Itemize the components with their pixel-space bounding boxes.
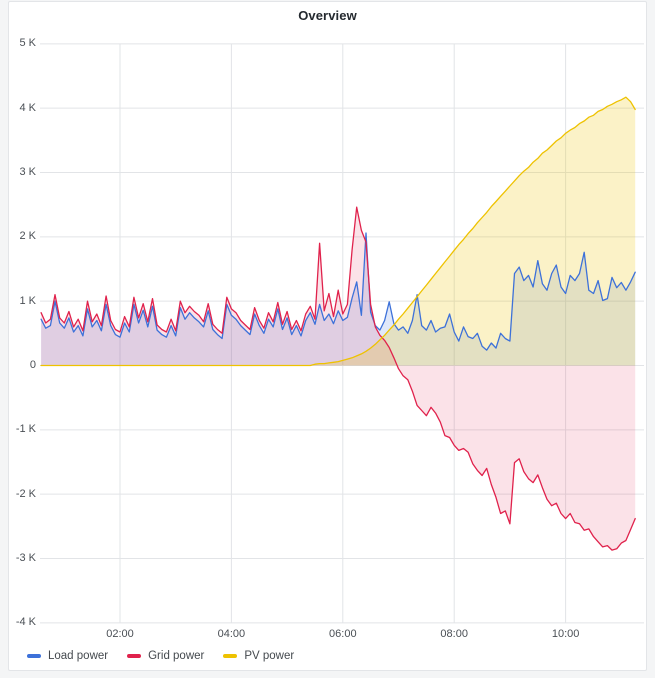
legend-swatch-icon: [223, 654, 238, 658]
legend-label: Grid power: [148, 650, 205, 662]
series-fill-grid-power: [41, 207, 636, 551]
y-axis-tick-label: 0: [29, 359, 36, 371]
legend-item-grid-power[interactable]: Grid power: [127, 650, 204, 662]
y-axis-tick-label: 4 K: [19, 101, 36, 114]
y-axis-tick-label: 5 K: [19, 37, 36, 50]
series-fills: [41, 97, 636, 551]
series-line-pv-power: [40, 96, 636, 367]
x-axis-tick-label: 02:00: [106, 628, 134, 640]
x-axis-tick-label: 04:00: [217, 628, 246, 640]
legend-item-pv-power[interactable]: PV power: [223, 650, 294, 662]
legend-swatch-icon: [27, 654, 41, 658]
y-axis-tick-label: 3 K: [19, 166, 36, 178]
series-fill-pv-power: [41, 97, 636, 366]
legend-item-load-power[interactable]: Load power: [27, 650, 108, 662]
series-line-load-power: [40, 232, 636, 351]
x-axis-tick-label: 10:00: [551, 628, 580, 640]
y-axis-tick-label: 2 K: [19, 230, 36, 243]
legend-label: PV power: [244, 650, 295, 662]
gridlines: [40, 43, 644, 624]
legend: Load power Grid power PV power: [27, 650, 294, 662]
y-axis-tick-label: -1 K: [15, 423, 36, 436]
y-axis-tick-label: 1 K: [19, 294, 36, 307]
y-axis-tick-label: -2 K: [15, 487, 36, 500]
y-axis-tick-label: -4 K: [15, 616, 36, 629]
series-fill-load-power: [41, 233, 636, 366]
legend-swatch-icon: [127, 654, 142, 658]
y-axis-tick-label: -3 K: [15, 551, 36, 564]
x-axis-tick-label: 08:00: [440, 628, 468, 640]
series-line-grid-power: [40, 206, 636, 551]
legend-label: Load power: [48, 650, 109, 662]
panel-title[interactable]: Overview: [298, 8, 357, 23]
series-lines: [40, 96, 636, 551]
grafana-panel: [8, 1, 647, 671]
x-axis-tick-label: 06:00: [329, 628, 357, 640]
